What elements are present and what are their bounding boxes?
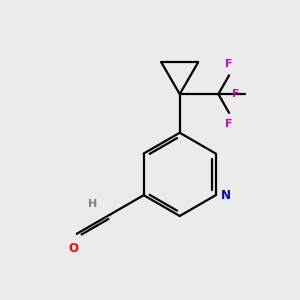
Text: H: H	[88, 199, 98, 209]
Text: N: N	[221, 189, 231, 202]
Text: O: O	[69, 242, 79, 255]
Text: F: F	[225, 59, 233, 69]
Text: F: F	[225, 119, 233, 129]
Text: F: F	[232, 89, 240, 99]
